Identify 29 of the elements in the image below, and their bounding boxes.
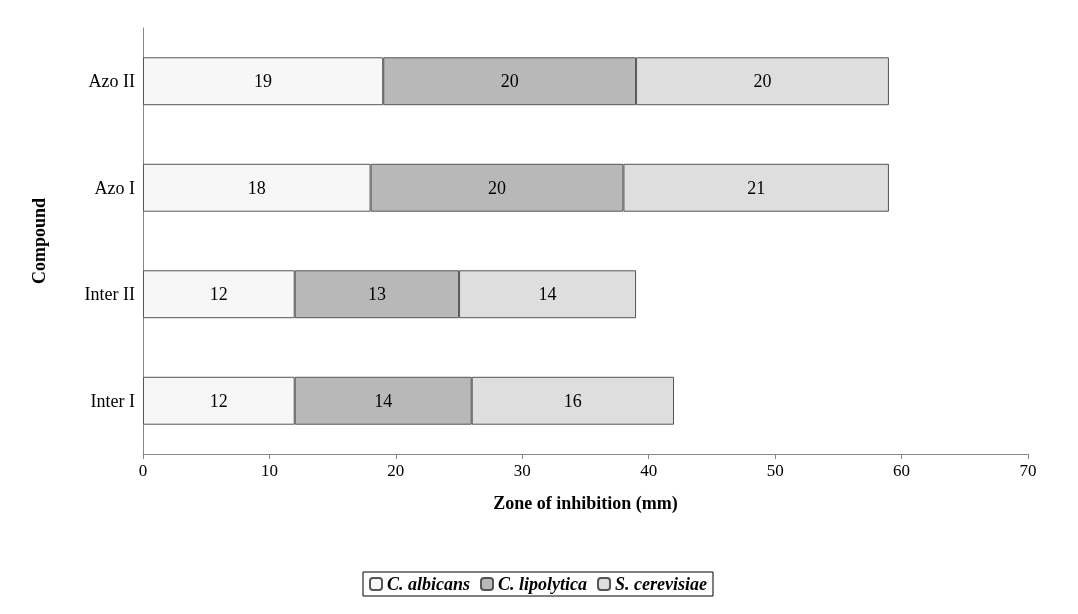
legend-label: S. cerevisiae xyxy=(615,574,707,594)
data-label: 14 xyxy=(374,390,393,411)
legend-label: C. lipolytica xyxy=(498,574,588,594)
y-tick-label: Azo II xyxy=(88,71,135,92)
data-label: 12 xyxy=(209,390,228,411)
data-label: 14 xyxy=(538,284,557,305)
data-label: 20 xyxy=(753,71,772,92)
x-tick-label: 30 xyxy=(513,461,531,480)
x-tick-label: 10 xyxy=(260,461,278,480)
x-tick-label: 50 xyxy=(766,461,784,480)
x-axis-title: Zone of inhibition (mm) xyxy=(493,493,678,514)
y-tick-label: Inter I xyxy=(90,390,135,411)
x-tick-label: 40 xyxy=(640,461,658,480)
y-tick-label: Inter II xyxy=(84,284,135,305)
y-axis-title: Compound xyxy=(29,197,49,285)
data-label: 13 xyxy=(367,284,386,305)
x-tick-label: 0 xyxy=(138,461,148,480)
data-label: 20 xyxy=(488,177,506,198)
data-label: 20 xyxy=(500,71,519,92)
x-tick-label: 70 xyxy=(1019,461,1037,480)
legend-label: C. albicans xyxy=(387,574,471,594)
data-label: 21 xyxy=(747,177,766,198)
data-label: 16 xyxy=(563,390,582,411)
x-tick-label: 60 xyxy=(893,461,911,480)
y-tick-label: Azo I xyxy=(94,177,135,198)
data-label: 12 xyxy=(209,284,228,305)
data-label: 19 xyxy=(254,71,273,92)
data-label: 18 xyxy=(247,177,266,198)
x-tick-label: 20 xyxy=(387,461,405,480)
